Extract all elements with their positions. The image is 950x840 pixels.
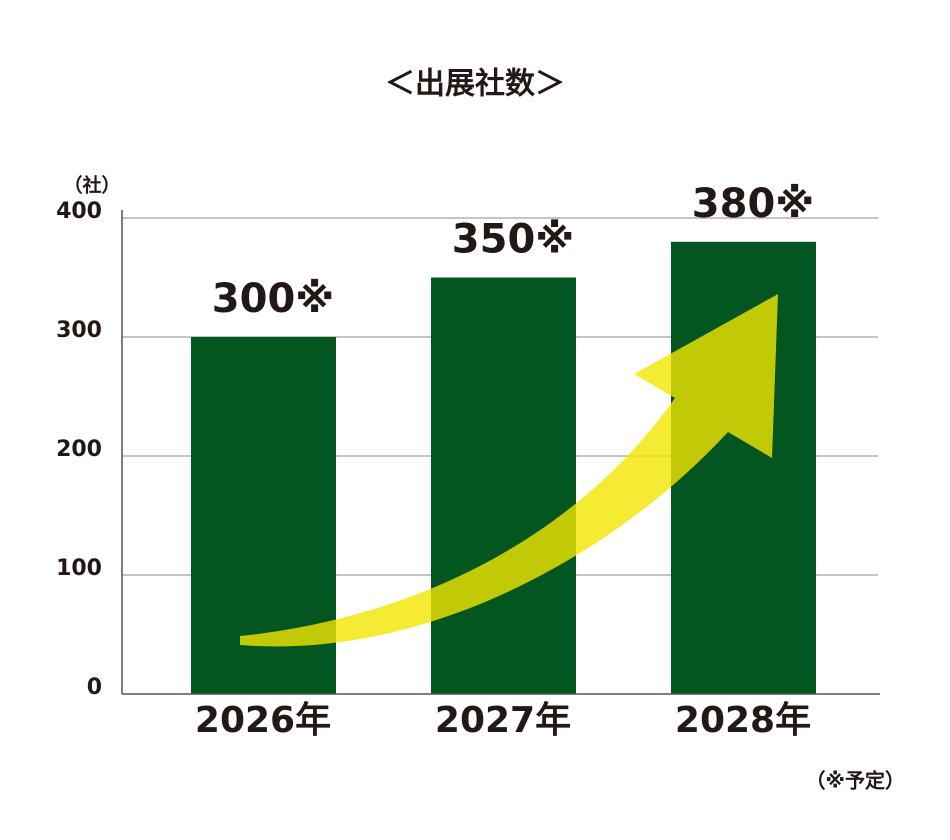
- bars: [191, 241, 816, 695]
- value-label: 350※: [452, 217, 574, 263]
- y-tick-label: 300: [56, 318, 102, 343]
- y-tick-label: 100: [56, 556, 102, 581]
- x-tick-label: 2026年: [195, 700, 331, 741]
- value-label: 380※: [692, 181, 814, 227]
- y-tick-label: 400: [56, 199, 102, 224]
- note: （※予定）: [806, 769, 905, 793]
- x-tick-label: 2028年: [675, 700, 811, 741]
- y-axis-label: （社）: [63, 174, 120, 197]
- bar: [671, 241, 816, 695]
- value-label: 300※: [212, 276, 334, 322]
- x-tick-label: 2027年: [435, 700, 571, 741]
- chart-title: ＜出展社数＞: [385, 67, 565, 102]
- y-tick-label: 200: [56, 437, 102, 462]
- trend-arrow: [240, 294, 778, 647]
- y-tick-label: 0: [87, 675, 102, 700]
- bar: [431, 277, 576, 694]
